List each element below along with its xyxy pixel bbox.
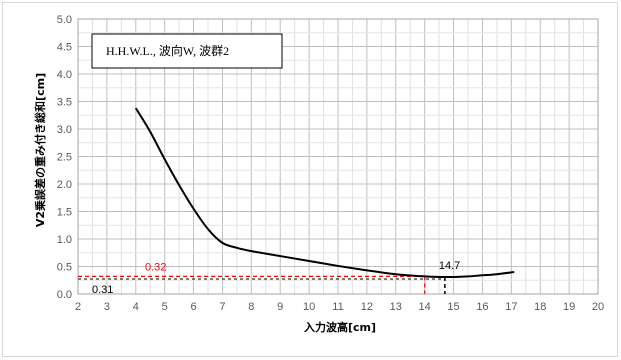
y-tick-label: 3.0 [57, 124, 72, 136]
x-tick-label: 6 [190, 301, 196, 313]
min-value-label: 0.31 [92, 284, 113, 296]
x-tick-label: 17 [505, 301, 517, 313]
x-tick-label: 14 [419, 301, 431, 313]
y-tick-label: 0.5 [57, 262, 72, 274]
y-tick-label: 1.0 [57, 234, 72, 246]
y-tick-label: 4.5 [57, 42, 72, 54]
y-tick-label: 3.5 [57, 97, 72, 109]
x-tick-label: 12 [361, 301, 373, 313]
y-axis-label: V2乗誤差の重み付き総和[cm] [33, 73, 47, 227]
x-tick-label: 15 [447, 301, 459, 313]
x-tick-label: 8 [248, 301, 254, 313]
y-tick-label: 0.0 [57, 289, 72, 301]
x-tick-label: 7 [219, 301, 225, 313]
chart-frame [2, 2, 618, 357]
reference-lines [78, 275, 446, 294]
annotations: 0.32 14.7 0.31 [92, 260, 460, 296]
y-tick-label: 1.5 [57, 207, 72, 219]
x-tick-label: 18 [534, 301, 546, 313]
x-tick-label: 9 [277, 301, 283, 313]
x-tick-label: 16 [476, 301, 488, 313]
x-tick-label: 20 [592, 301, 604, 313]
x-tick-label: 13 [390, 301, 402, 313]
x-tick-label: 5 [162, 301, 168, 313]
x-tick-label: 11 [332, 301, 343, 313]
y-tick-label: 4.0 [57, 69, 72, 81]
legend-text: H.H.W.L., 波向W, 波群2 [106, 43, 229, 58]
series-line [134, 107, 515, 279]
x-axis-ticks: 2 3 4 5 6 7 8 9 10 11 12 13 14 15 16 17 18 19 20 [75, 301, 604, 313]
series-layer [134, 107, 515, 279]
x-tick-label: 2 [75, 301, 81, 313]
legend-box: H.H.W.L., 波向W, 波群2 [91, 33, 283, 69]
x-tick-label: 10 [303, 301, 315, 313]
x-axis-label: 入力波高[cm] [304, 320, 376, 334]
x-tick-label: 3 [104, 301, 110, 313]
y-tick-label: 2.5 [57, 152, 72, 164]
y-tick-label: 2.0 [57, 179, 72, 191]
y-tick-label: 5.0 [57, 14, 72, 26]
x-tick-label: 19 [563, 301, 575, 313]
x-tick-label: 4 [133, 301, 139, 313]
y-axis-ticks: 0.0 0.5 1.0 1.5 2.0 2.5 3.0 3.5 4.0 4.5 5.0 [57, 14, 72, 301]
red-value-label: 0.32 [145, 261, 166, 273]
black-value-label: 14.7 [439, 260, 460, 272]
plot-area-border [77, 18, 599, 295]
